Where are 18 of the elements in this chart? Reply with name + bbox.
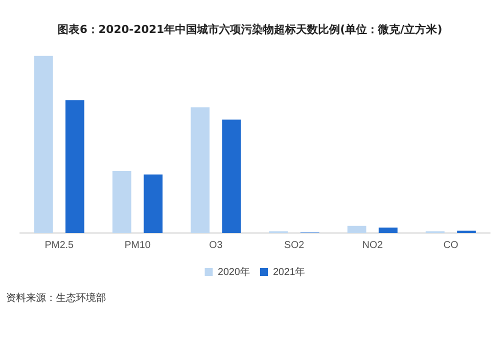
bar <box>222 120 241 233</box>
x-tick-label: SO2 <box>284 240 305 251</box>
bar <box>347 226 366 233</box>
bar <box>112 171 132 233</box>
legend-label: 2020年 <box>218 266 250 278</box>
bar <box>378 228 398 233</box>
x-tick-label: O3 <box>209 240 223 251</box>
legend-label: 2021年 <box>273 266 306 278</box>
bar <box>144 174 163 233</box>
text: 资料来源：生态环境部 <box>6 292 107 305</box>
x-tick-label: CO <box>443 240 459 251</box>
x-tick-label: NO2 <box>362 240 384 251</box>
bar <box>34 56 53 233</box>
x-tick-label: PM10 <box>124 240 151 251</box>
bar <box>65 100 84 233</box>
bar <box>190 107 210 233</box>
chart-title: 图表6：2020-2021年中国城市六项污染物超标天数比例(单位：微克/立方米) <box>56 22 444 37</box>
x-tick-label: PM2.5 <box>44 240 74 251</box>
